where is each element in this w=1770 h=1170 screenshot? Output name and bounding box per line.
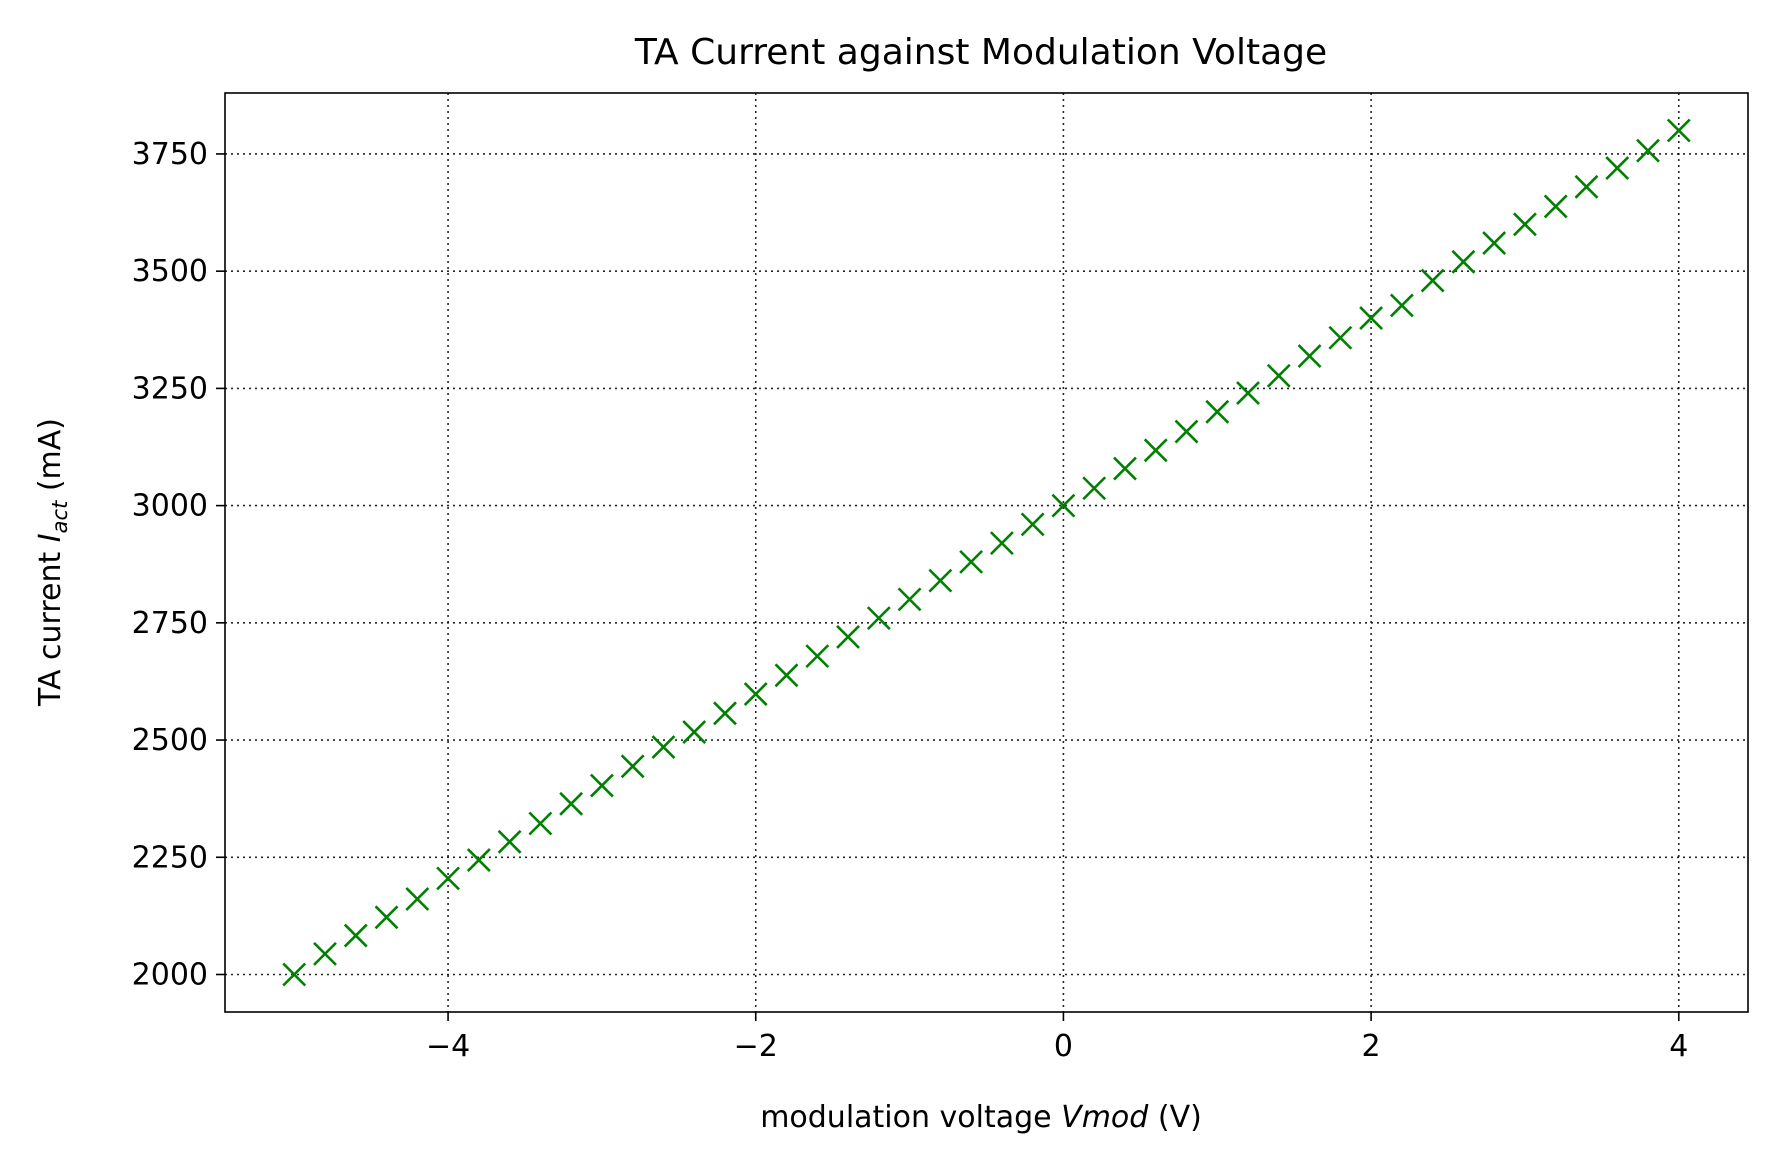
grid-lines	[225, 93, 1748, 1012]
data-point-x-marker	[1543, 194, 1568, 219]
data-point-x-marker	[1266, 363, 1291, 388]
y-axis-label: TA current Iact (mA)	[33, 418, 72, 707]
data-point-x-marker	[682, 720, 707, 744]
y-tick-label: 2500	[132, 723, 208, 758]
x-tick-label: 0	[1054, 1029, 1073, 1064]
data-point-x-marker	[1143, 438, 1168, 463]
data-point-x-marker	[282, 962, 307, 987]
data-point-x-marker	[589, 773, 614, 798]
y-tick-label: 3750	[132, 137, 208, 172]
data-point-x-marker	[405, 887, 430, 911]
plot-frame	[224, 92, 1749, 1013]
x-axis-label-variable: Vmod	[1061, 1100, 1149, 1135]
x-axis-ticks: −4 −2 0 2 4	[426, 1012, 1688, 1064]
data-point-x-marker	[1205, 399, 1230, 424]
data-series	[282, 118, 1691, 987]
chart-title: TA Current against Modulation Voltage	[634, 32, 1327, 73]
y-axis-label-variable: I	[33, 533, 68, 542]
data-point-x-marker	[1174, 419, 1199, 444]
data-point-x-marker	[559, 791, 584, 816]
data-point-x-marker	[436, 866, 460, 891]
y-tick-label: 2000	[132, 957, 208, 992]
y-tick-label: 2250	[132, 840, 208, 875]
x-axis-label-suffix: (V)	[1148, 1100, 1201, 1135]
y-axis-label-subscript: act	[48, 500, 72, 533]
data-point-x-marker	[713, 701, 737, 726]
data-point-x-marker	[343, 923, 368, 948]
data-point-x-marker	[928, 568, 953, 593]
data-point-x-marker	[989, 531, 1014, 556]
x-tick-label: −4	[426, 1029, 470, 1064]
data-point-x-marker	[1113, 456, 1137, 481]
data-point-x-marker	[1328, 325, 1353, 350]
data-point-x-marker	[1574, 174, 1599, 199]
y-tick-label: 2750	[132, 606, 208, 641]
x-axis-label: modulation voltage Vmod (V)	[760, 1100, 1202, 1135]
data-point-x-marker	[743, 682, 768, 707]
data-point-x-marker	[1605, 156, 1630, 180]
data-point-x-marker	[528, 811, 553, 836]
y-axis-label-suffix: (mA)	[33, 418, 68, 501]
data-point-x-marker	[959, 549, 984, 574]
x-tick-label: 2	[1362, 1029, 1381, 1064]
data-point-x-marker	[1082, 476, 1107, 501]
data-point-x-marker	[897, 587, 922, 612]
y-tick-label: 3000	[132, 489, 208, 524]
data-point-x-marker	[497, 829, 522, 854]
data-point-x-marker	[1020, 512, 1045, 537]
data-point-x-marker	[1236, 381, 1260, 406]
data-point-x-marker	[1482, 231, 1507, 255]
y-tick-label: 3500	[132, 254, 208, 289]
data-point-x-marker	[1513, 212, 1537, 237]
x-tick-label: 4	[1669, 1029, 1688, 1064]
data-point-x-marker	[620, 754, 645, 779]
y-axis-ticks: 2000 2250 2500 2750 3000 3250 3500 3750	[132, 137, 225, 992]
x-axis-label-prefix: modulation voltage	[760, 1100, 1061, 1135]
data-point-x-marker	[374, 905, 399, 930]
data-point-x-marker	[866, 606, 891, 631]
data-point-x-marker	[774, 663, 799, 688]
y-axis-label-prefix: TA current	[33, 542, 68, 707]
data-point-x-marker	[1666, 118, 1691, 143]
data-point-x-marker	[1636, 138, 1660, 163]
data-point-x-marker	[805, 644, 830, 669]
data-point-x-marker	[1451, 249, 1476, 274]
data-point-x-marker	[1297, 344, 1322, 368]
data-point-x-marker	[313, 941, 337, 966]
data-point-x-marker	[651, 735, 676, 760]
data-point-x-marker	[1051, 493, 1076, 518]
data-point-x-marker	[1389, 293, 1414, 318]
x-tick-label: −2	[734, 1029, 778, 1064]
data-point-x-marker	[466, 848, 491, 873]
data-point-x-marker	[836, 624, 860, 649]
data-point-x-marker	[1420, 268, 1445, 293]
data-point-x-marker	[1359, 306, 1384, 330]
y-tick-label: 3250	[132, 371, 208, 406]
